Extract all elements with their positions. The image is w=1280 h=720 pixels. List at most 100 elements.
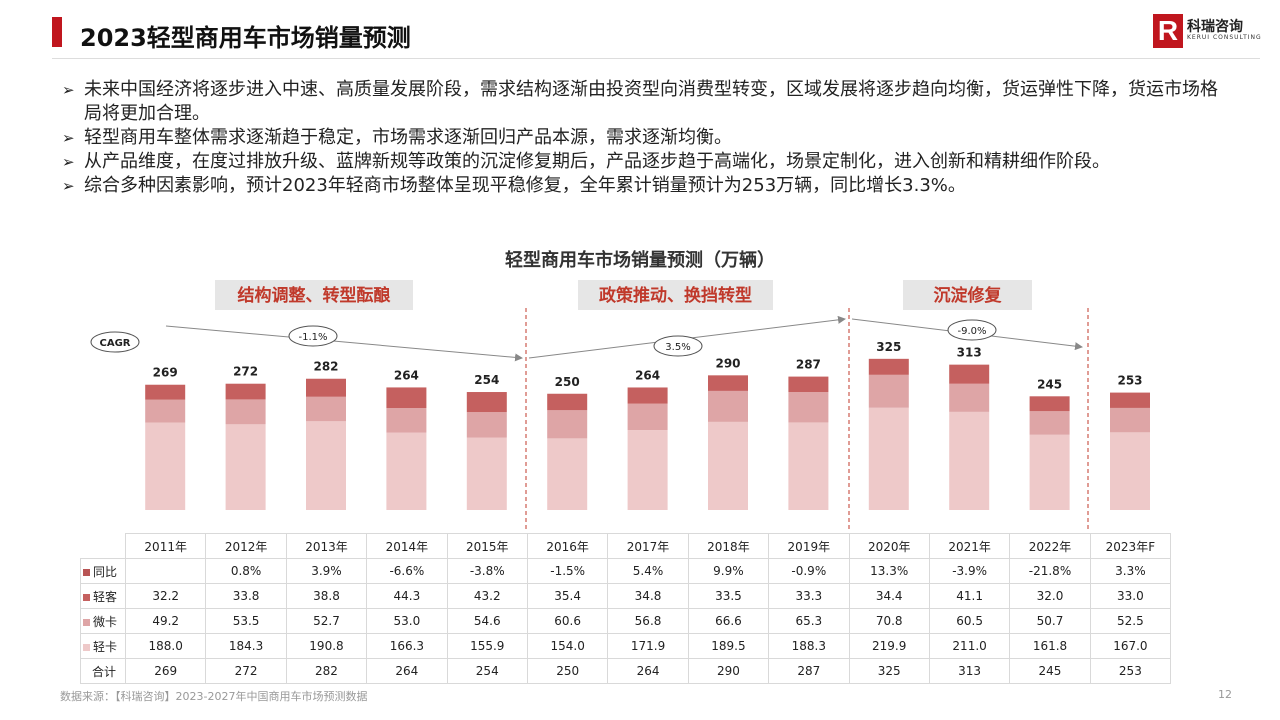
legend-swatch	[83, 643, 90, 651]
total-label: 254	[474, 373, 499, 387]
bar-segment-轻卡	[306, 421, 346, 510]
phase-box	[903, 280, 1032, 310]
table-cell: 188.0	[124, 633, 207, 659]
cagr-value: -9.0%	[957, 326, 986, 337]
chart-title: 轻型商用车市场销量预测（万辆）	[505, 250, 775, 271]
bar-segment-轻客	[627, 387, 668, 404]
table-cell: 65.3	[768, 608, 850, 634]
title-accent-bar	[52, 17, 62, 47]
bar-segment-轻卡	[145, 422, 186, 510]
table-cell: 171.9	[607, 633, 689, 659]
page-title: 2023轻型商用车市场销量预测	[80, 24, 411, 52]
table-cell: 44.3	[366, 583, 448, 609]
bar-segment-轻卡	[386, 432, 427, 510]
bar-segment-微卡	[1029, 411, 1070, 435]
bar-segment-轻卡	[868, 407, 909, 510]
table-cell: 161.8	[1009, 633, 1091, 659]
table-cell: 2021年	[928, 533, 1011, 559]
table-cell: 56.8	[607, 608, 689, 634]
table-cell: 2016年	[526, 533, 609, 559]
table-cell: 250	[526, 658, 609, 684]
bar-segment-轻卡	[547, 438, 588, 510]
bar-segment-轻卡	[788, 422, 829, 510]
table-cell: 33.3	[768, 583, 850, 609]
bar-segment-微卡	[788, 392, 829, 423]
table-cell: 253	[1089, 658, 1172, 684]
table-cell: 2017年	[607, 533, 689, 559]
row-label	[81, 534, 126, 559]
table-cell: 3.3%	[1089, 558, 1172, 584]
cagr-arrow	[165, 325, 523, 362]
table-cell: 41.1	[928, 583, 1011, 609]
table-cell: 287	[768, 658, 850, 684]
row-1: 微卡 49.2 53.5 52.7 53.0 54.6 60.6 56.8 66.6 65.3 70…	[80, 608, 1172, 634]
row-0: 轻卡 188.0 184.3 190.8 166.3 155.9 154.0 171.9 189…	[80, 633, 1172, 659]
table-cell: 2022年	[1009, 533, 1091, 559]
table-cell: -3.9%	[928, 558, 1011, 584]
bar-segment-微卡	[466, 412, 507, 438]
table-cell: -1.5%	[526, 558, 609, 584]
row-label: 同比	[80, 558, 126, 584]
table-cell: 2014年	[366, 533, 448, 559]
cagr-bubble	[947, 319, 997, 341]
bar-segment-轻客	[949, 364, 990, 384]
table-cell: 2012年	[205, 533, 287, 559]
table-cell: -0.9%	[768, 558, 850, 584]
bar-segment-微卡	[949, 383, 990, 412]
table-cell: 282	[285, 658, 368, 684]
bar-segment-轻客	[306, 378, 346, 397]
table-cell	[124, 558, 207, 584]
table-cell: 53.0	[366, 608, 448, 634]
page-number: 12	[1218, 688, 1232, 701]
total-label: 325	[876, 340, 901, 354]
phase-box	[578, 280, 773, 310]
table-cell: 211.0	[928, 633, 1011, 659]
total-label: 282	[313, 360, 338, 374]
table-cell: -21.8%	[1009, 558, 1091, 584]
table-cell: 9.9%	[687, 558, 770, 584]
bar-segment-轻客	[145, 384, 186, 400]
phase-label: 结构调整、转型酝酿	[238, 285, 391, 306]
bar-segment-轻卡	[708, 421, 748, 510]
bar-segment-轻卡	[466, 437, 507, 510]
table-cell: 272	[205, 658, 287, 684]
table-header: 2011年 2012年 2013年 2014年 2015年 2016年 2017年 2018年…	[81, 533, 1172, 559]
table-cell: 290	[687, 658, 770, 684]
bar-segment-轻客	[225, 383, 266, 400]
table-cell: 33.0	[1089, 583, 1172, 609]
row-total: 合计 269 272 282 264 254 250 264 290 287 325 313 245 25…	[80, 658, 1172, 684]
table-cell: 5.4%	[607, 558, 689, 584]
table-cell: 184.3	[205, 633, 287, 659]
bar-segment-微卡	[547, 410, 588, 439]
total-label: 287	[796, 358, 821, 372]
table-cell: 2011年	[124, 533, 207, 559]
table-cell: 313	[928, 658, 1011, 684]
table-cell: 38.8	[285, 583, 368, 609]
table-cell: 166.3	[366, 633, 448, 659]
total-label: 269	[153, 366, 178, 380]
data-table: 2011年 2012年 2013年 2014年 2015年 2016年 2017年 2018年…	[80, 533, 1172, 684]
row-label: 轻客	[80, 583, 126, 609]
table-cell: 167.0	[1089, 633, 1172, 659]
table-cell: 34.8	[607, 583, 689, 609]
table-cell: 34.4	[848, 583, 930, 609]
bar-segment-轻客	[386, 387, 427, 409]
table-cell: -6.6%	[366, 558, 448, 584]
bar-segment-轻客	[708, 375, 748, 391]
phase-label: 政策推动、换挡转型	[599, 285, 752, 306]
total-label: 250	[555, 375, 580, 389]
bullet-list: 未来中国经济将逐步进入中速、高质量发展阶段，需求结构逐渐由投资型向消费型转变，区…	[62, 78, 1232, 198]
phase-box	[215, 280, 413, 310]
logo-name: 科瑞咨询	[1187, 19, 1243, 35]
legend-swatch	[83, 568, 90, 576]
bullet-item: 未来中国经济将逐步进入中速、高质量发展阶段，需求结构逐渐由投资型向消费型转变，区…	[62, 78, 1232, 126]
row-label: 微卡	[80, 608, 126, 634]
table-cell: 190.8	[285, 633, 368, 659]
table-cell: 155.9	[446, 633, 528, 659]
table-cell: 35.4	[526, 583, 609, 609]
logo-en: KERUI CONSULTING	[1187, 34, 1262, 41]
table-cell: 49.2	[124, 608, 207, 634]
row-2: 轻客 32.2 33.8 38.8 44.3 43.2 35.4 34.8 33.5 33.3 34…	[80, 583, 1172, 609]
table-cell: 70.8	[848, 608, 930, 634]
